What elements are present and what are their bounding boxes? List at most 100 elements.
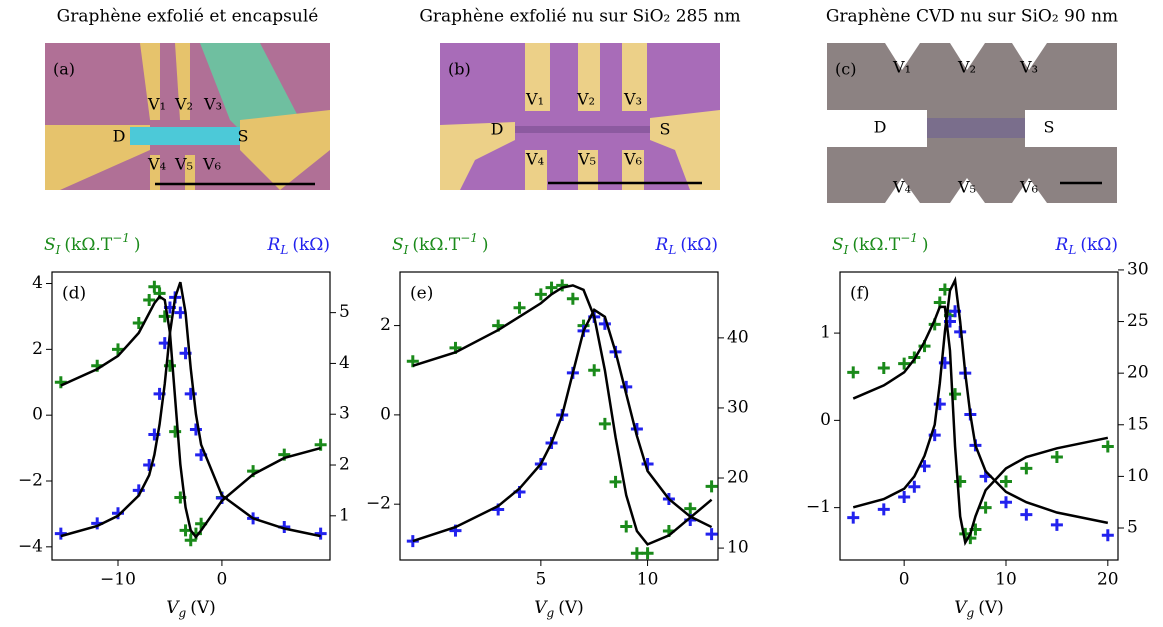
label-part: (V): [978, 598, 1004, 618]
y2-tick-label: 20: [1127, 363, 1149, 383]
axis-label: SI (kΩ.T−1): [832, 231, 929, 257]
label-part: ): [134, 235, 141, 255]
data-marker: [111, 343, 124, 356]
graphene: [515, 126, 650, 133]
data-marker: [1101, 440, 1114, 453]
y-tick-label: −2: [366, 494, 391, 514]
data-marker: [1020, 462, 1033, 475]
electrode: [140, 43, 160, 120]
electrode-label: V₄: [147, 155, 166, 174]
y-tick-label: 0: [820, 410, 831, 430]
axis-label: Vg (V): [166, 598, 216, 620]
data-marker: [143, 293, 156, 306]
label-part: (kΩ): [292, 235, 330, 255]
data-marker: [979, 501, 992, 514]
electrode: [150, 155, 160, 190]
x-tick-label: 0: [899, 570, 910, 590]
label-part: S: [44, 235, 56, 255]
fit-line: [412, 308, 713, 543]
fit-line: [60, 281, 321, 538]
electrode-label: D: [491, 120, 504, 139]
label-part: R: [655, 235, 669, 255]
label-part: I: [403, 243, 409, 257]
label-part: L: [667, 243, 676, 257]
electrode-label: V₆: [623, 150, 642, 169]
y-tick-label: −1: [806, 497, 831, 517]
y-tick-label: −4: [18, 536, 43, 556]
data-marker: [933, 398, 946, 411]
y-tick-label: 2: [32, 339, 43, 359]
panel-label: (b): [448, 60, 471, 79]
label-part: V: [954, 598, 968, 618]
panel-label: (d): [62, 284, 86, 304]
y2-tick-label: 1: [339, 505, 350, 525]
y2-tick-label: 30: [1127, 259, 1149, 279]
data-marker: [954, 475, 967, 488]
data-marker: [1050, 451, 1063, 464]
electrode: [525, 43, 550, 111]
data-marker: [908, 480, 921, 493]
y2-tick-label: 5: [1127, 518, 1138, 538]
label-part: (kΩ): [680, 235, 718, 255]
label-part: L: [279, 243, 288, 257]
label-part: S: [392, 235, 404, 255]
electrode: [885, 178, 920, 203]
electrode: [240, 110, 330, 190]
data-marker: [620, 520, 633, 533]
y-tick-label: −2: [18, 471, 43, 491]
label-part: g: [179, 606, 187, 620]
label-part: R: [1055, 235, 1069, 255]
panel-label: (c): [835, 60, 856, 79]
plot-frame: [399, 271, 719, 561]
axis-label: RL (kΩ): [267, 235, 330, 257]
y2-tick-label: 5: [339, 302, 350, 322]
data-marker: [598, 417, 611, 430]
data-marker: [169, 425, 182, 438]
y-tick-label: 0: [32, 405, 43, 425]
data-marker: [556, 279, 569, 292]
axis-label: RL (kΩ): [1055, 235, 1118, 257]
micrograph-c: [827, 43, 1117, 203]
y2-tick-label: 25: [1127, 311, 1149, 331]
data-marker: [143, 459, 156, 472]
electrode: [578, 150, 598, 190]
electrode-label: V₄: [892, 178, 911, 197]
fit-line: [852, 275, 1109, 525]
y-tick-label: 0: [380, 404, 391, 424]
y2-tick-label: 3: [339, 404, 350, 424]
data-marker: [877, 362, 890, 374]
data-marker: [189, 423, 202, 436]
axis-label: Vg (V): [954, 598, 1004, 620]
y-tick-label: 2: [380, 315, 391, 335]
electrode-label: S: [1044, 118, 1055, 137]
data-marker: [588, 364, 601, 377]
x-tick-label: 10: [995, 570, 1017, 590]
data-marker: [705, 480, 718, 493]
label-part: (kΩ.T: [852, 235, 900, 255]
electrode-label: V₄: [525, 150, 544, 169]
electrode-label: V₅: [577, 150, 596, 169]
label-part: ): [922, 235, 929, 255]
label-part: −1: [460, 231, 478, 245]
data-marker: [898, 357, 911, 370]
x-tick-label: 5: [535, 570, 546, 590]
electrode-label: V₁: [147, 95, 166, 114]
x-tick-label: −10: [100, 570, 136, 590]
x-tick-label: 10: [637, 570, 659, 590]
label-part: −1: [900, 231, 918, 245]
label-part: g: [967, 606, 975, 620]
label-part: I: [55, 243, 61, 257]
label-part: g: [547, 606, 555, 620]
electrode: [440, 122, 515, 190]
electrode-label: V₂: [174, 95, 193, 114]
label-part: V: [166, 598, 180, 618]
electrode-label: V₅: [957, 178, 976, 197]
label-part: R: [267, 235, 281, 255]
data-marker: [641, 547, 654, 560]
data-marker: [54, 527, 67, 540]
y-tick-label: 4: [32, 273, 43, 293]
data-marker: [898, 491, 911, 504]
x-tick-label: 0: [217, 570, 228, 590]
electrode: [578, 43, 600, 111]
